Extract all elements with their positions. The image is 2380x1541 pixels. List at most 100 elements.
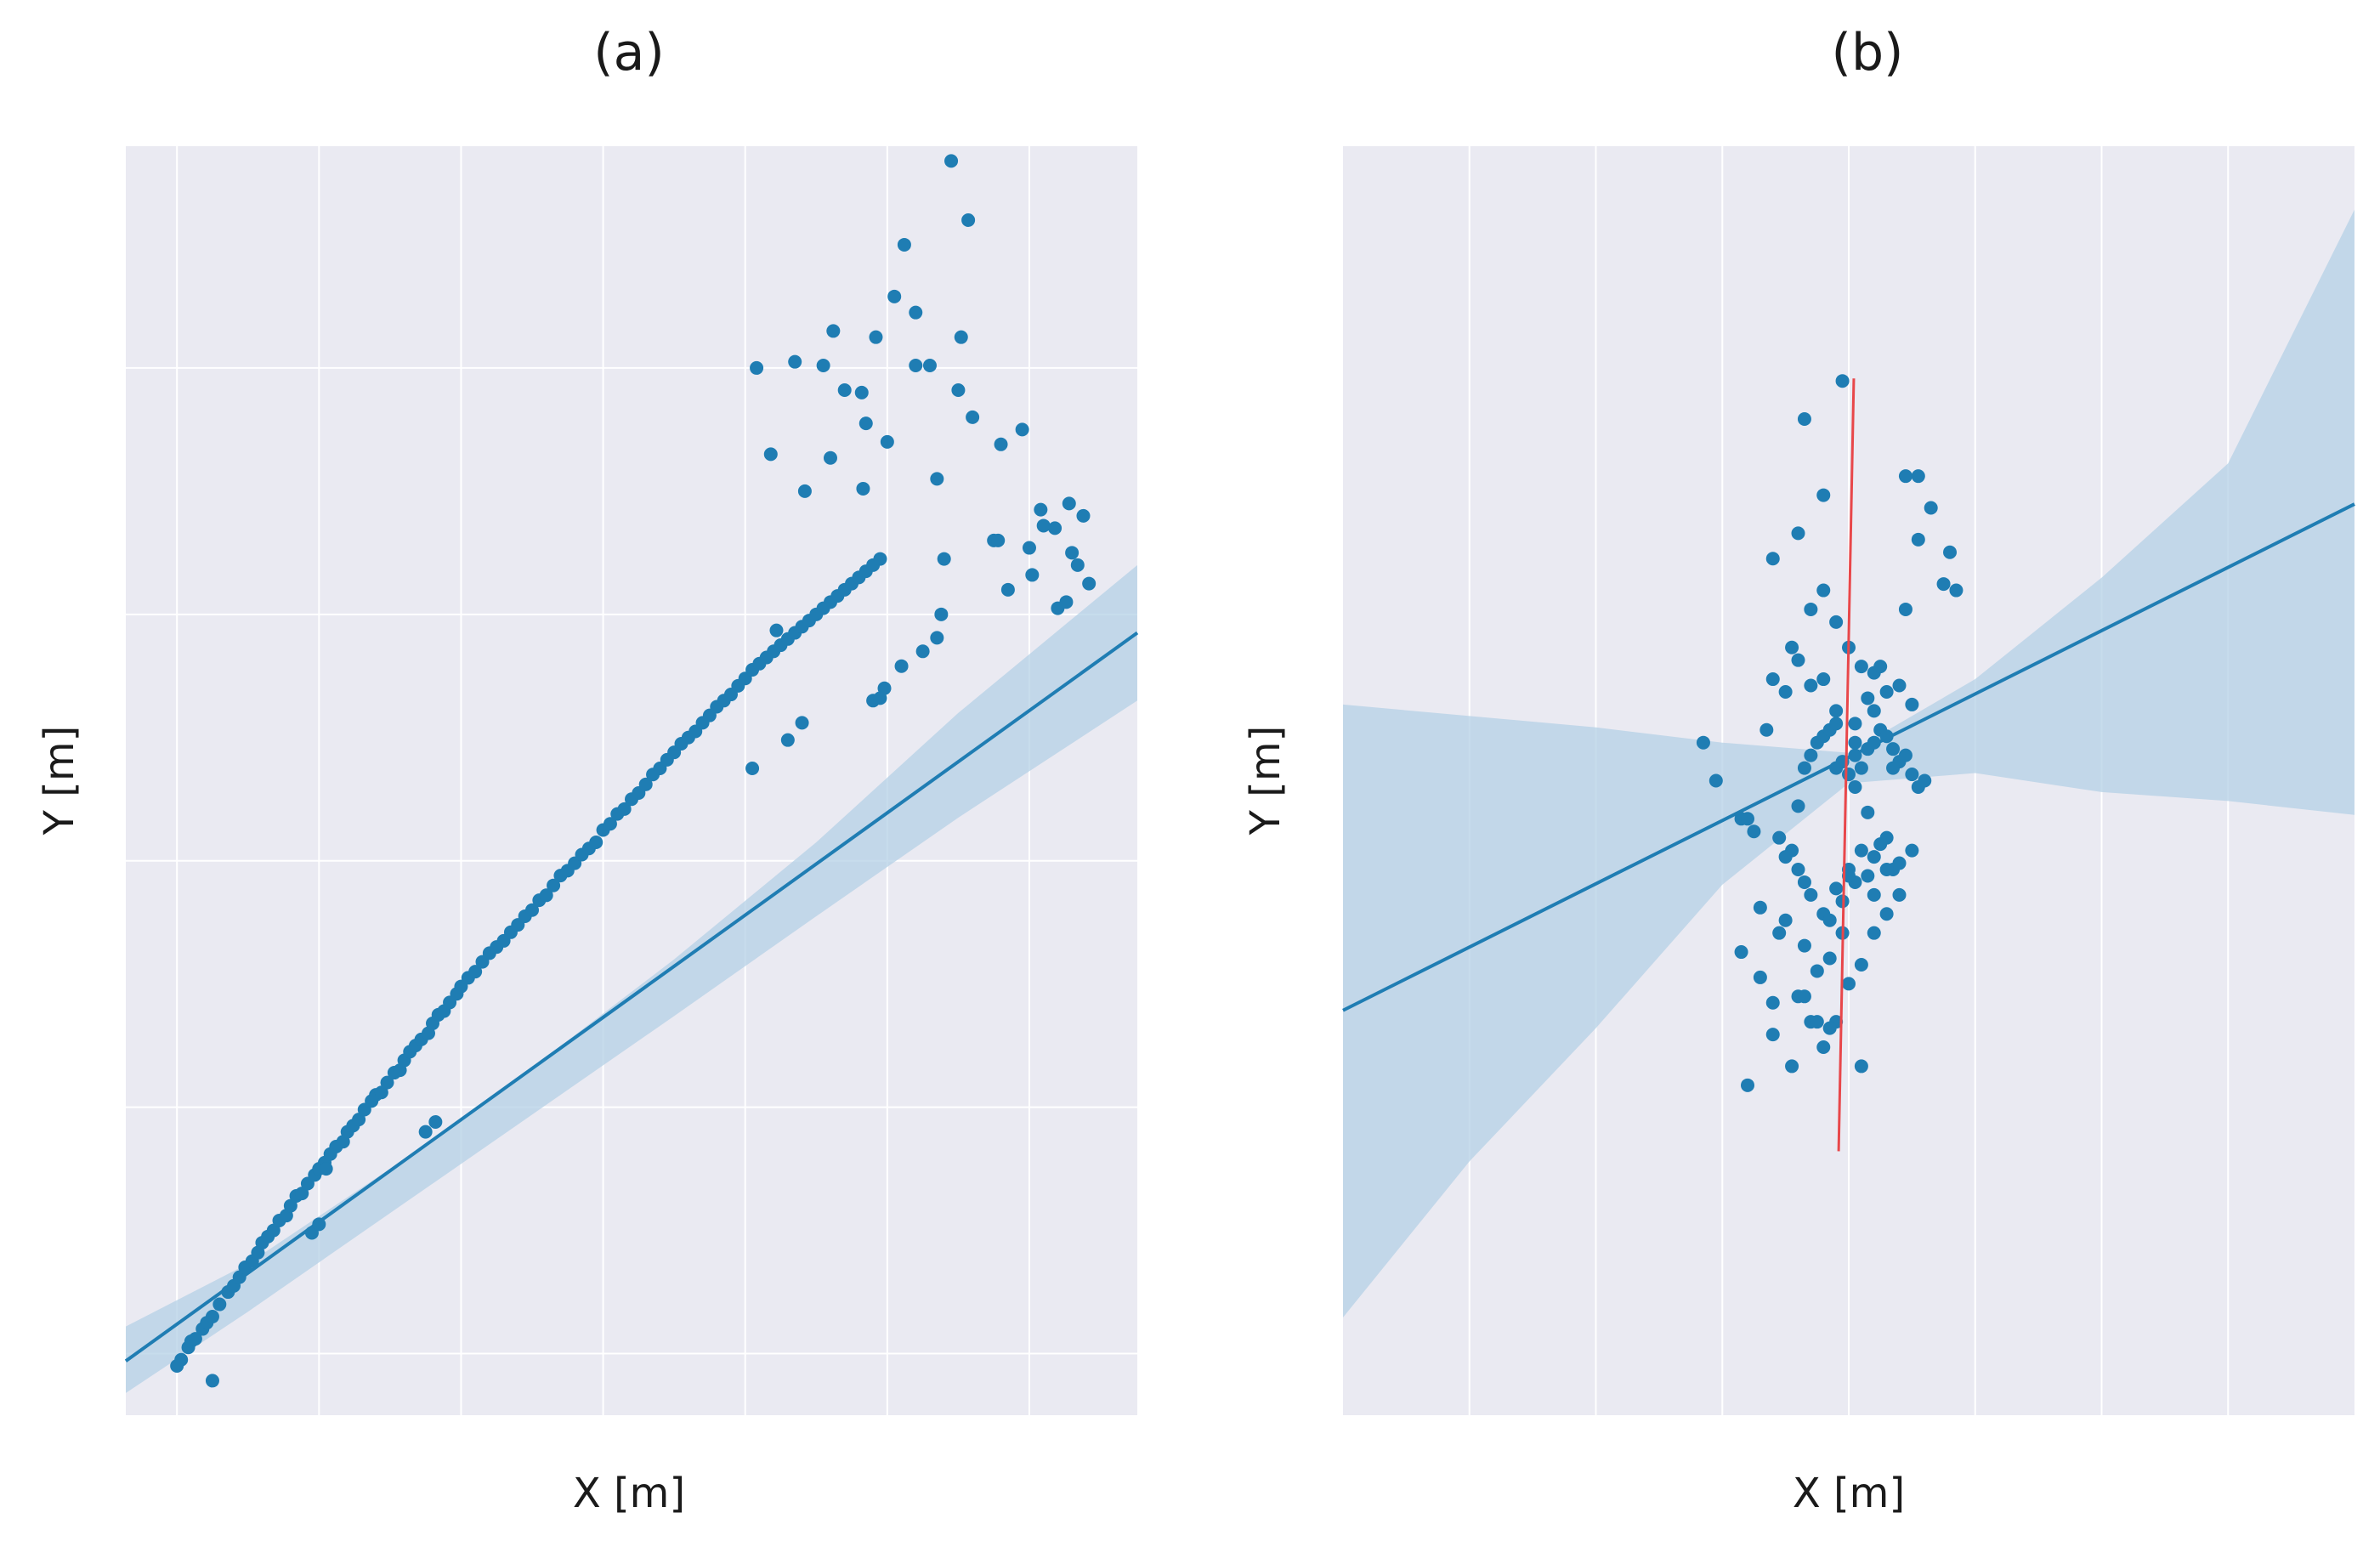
data-point	[1924, 501, 1938, 515]
data-point	[1854, 660, 1868, 674]
data-point	[1854, 1059, 1868, 1074]
data-point	[1848, 735, 1862, 750]
data-point	[1822, 913, 1837, 927]
data-point	[1772, 926, 1787, 940]
data-point	[205, 1374, 219, 1388]
data-point	[1797, 938, 1811, 953]
data-point	[1765, 995, 1780, 1010]
data-point	[617, 802, 632, 816]
data-point	[894, 659, 909, 673]
data-point	[1059, 595, 1074, 609]
data-point	[1076, 508, 1091, 523]
data-point	[1829, 881, 1844, 896]
data-point	[1791, 799, 1805, 813]
data-point	[769, 623, 784, 637]
data-point	[873, 552, 887, 566]
data-point	[1822, 951, 1837, 966]
data-point	[468, 965, 483, 979]
data-point	[795, 716, 809, 730]
data-point	[1034, 502, 1048, 517]
data-point	[858, 416, 873, 431]
data-point	[1741, 1078, 1754, 1092]
data-point	[909, 359, 923, 373]
data-point	[312, 1217, 326, 1232]
data-point	[1905, 843, 1919, 858]
data-point	[1760, 722, 1774, 737]
data-point	[880, 434, 894, 449]
data-point	[1778, 850, 1793, 864]
data-point	[1886, 742, 1901, 756]
data-point	[1000, 582, 1015, 597]
data-point	[1911, 469, 1925, 484]
data-point	[589, 835, 604, 849]
data-point	[1879, 830, 1894, 845]
data-point	[1747, 824, 1761, 839]
data-point	[930, 472, 944, 486]
data-point	[1062, 496, 1076, 511]
data-point	[283, 1198, 298, 1213]
data-point	[780, 733, 795, 747]
data-point	[1708, 773, 1723, 788]
data-point	[1892, 856, 1907, 870]
data-point	[934, 607, 949, 621]
data-point	[1810, 964, 1824, 978]
data-point	[1873, 660, 1888, 674]
data-point	[1816, 583, 1831, 598]
data-point	[837, 383, 852, 398]
data-point	[205, 1310, 219, 1324]
data-point	[1816, 488, 1831, 502]
panel-b-y-axis-label: Y [m]	[1242, 726, 1289, 836]
data-point	[525, 903, 540, 917]
data-point	[1867, 926, 1881, 940]
data-point	[1804, 887, 1818, 902]
data-point	[1804, 748, 1818, 762]
data-point	[1696, 735, 1710, 750]
data-point	[1791, 526, 1805, 541]
data-point	[854, 385, 869, 399]
data-point	[1905, 697, 1919, 711]
data-point	[1765, 552, 1780, 566]
data-point	[1022, 541, 1036, 555]
data-point	[1842, 977, 1856, 991]
data-point	[1829, 704, 1844, 718]
data-point	[1070, 558, 1085, 572]
data-point	[1765, 672, 1780, 687]
data-point	[816, 359, 830, 373]
data-point	[1848, 748, 1862, 762]
data-point	[745, 762, 760, 776]
data-point	[232, 1270, 246, 1284]
data-point	[174, 1352, 189, 1367]
data-point	[1867, 735, 1881, 750]
data-point	[937, 552, 951, 566]
data-point	[1772, 830, 1787, 845]
data-point	[1816, 1040, 1831, 1055]
panel-b-vertical-fit-line	[1837, 378, 1856, 1152]
data-point	[954, 330, 968, 344]
data-point	[1892, 887, 1907, 902]
data-point	[930, 631, 944, 645]
panel-a-points	[170, 154, 1096, 1388]
data-point	[1785, 640, 1799, 654]
data-point	[1804, 678, 1818, 693]
panel-a-y-axis-label: Y [m]	[36, 726, 83, 836]
panel-a: (a) X [m] Y [m]	[36, 23, 1139, 1517]
data-point	[873, 691, 887, 705]
data-point	[869, 330, 883, 344]
data-point	[1879, 863, 1894, 877]
panel-b-points	[1696, 374, 1964, 1092]
panel-b-title: (b)	[1832, 23, 1904, 82]
data-point	[547, 878, 561, 892]
data-point	[1791, 863, 1805, 877]
data-point	[1936, 577, 1951, 592]
data-point	[1753, 900, 1767, 915]
data-point	[1741, 812, 1754, 826]
data-point	[1822, 1021, 1837, 1035]
data-point	[418, 1125, 433, 1139]
data-point	[966, 410, 980, 424]
data-point	[1797, 761, 1811, 775]
data-point	[1829, 717, 1844, 731]
data-point	[1791, 653, 1805, 667]
data-point	[915, 644, 930, 659]
data-point	[887, 289, 902, 303]
